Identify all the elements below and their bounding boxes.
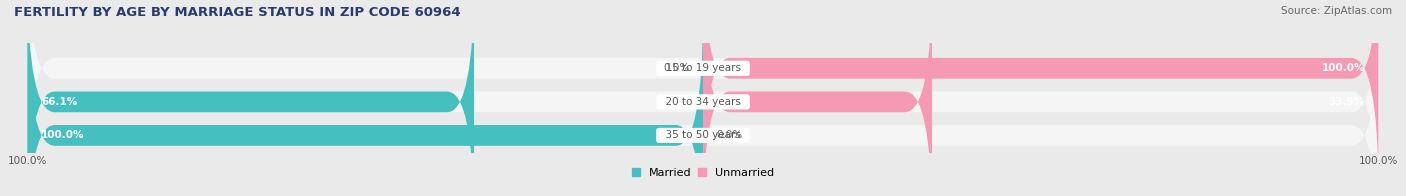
FancyBboxPatch shape (28, 0, 1378, 196)
FancyBboxPatch shape (28, 0, 1378, 192)
Text: 35 to 50 years: 35 to 50 years (659, 130, 747, 140)
Legend: Married, Unmarried: Married, Unmarried (627, 163, 779, 182)
Text: 0.0%: 0.0% (664, 63, 689, 73)
Text: 15 to 19 years: 15 to 19 years (659, 63, 747, 73)
Text: 66.1%: 66.1% (41, 97, 77, 107)
FancyBboxPatch shape (703, 0, 932, 196)
Text: FERTILITY BY AGE BY MARRIAGE STATUS IN ZIP CODE 60964: FERTILITY BY AGE BY MARRIAGE STATUS IN Z… (14, 6, 461, 19)
FancyBboxPatch shape (28, 12, 1378, 196)
FancyBboxPatch shape (28, 12, 703, 196)
FancyBboxPatch shape (28, 0, 474, 196)
Text: 0.0%: 0.0% (717, 130, 742, 140)
Text: 100.0%: 100.0% (41, 130, 84, 140)
Text: 33.9%: 33.9% (1329, 97, 1365, 107)
FancyBboxPatch shape (703, 0, 1378, 192)
Text: 100.0%: 100.0% (1322, 63, 1365, 73)
Text: Source: ZipAtlas.com: Source: ZipAtlas.com (1281, 6, 1392, 16)
Text: 20 to 34 years: 20 to 34 years (659, 97, 747, 107)
